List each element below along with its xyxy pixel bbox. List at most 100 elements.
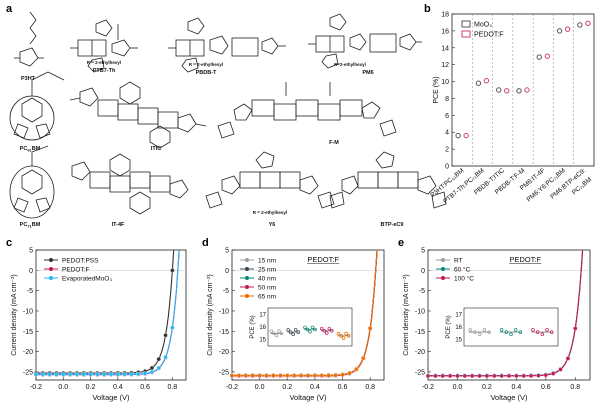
inset-point-e — [499, 328, 504, 332]
ytick-label-d: -10 — [219, 308, 229, 315]
marker-e-2 — [425, 373, 431, 379]
inset-point-e — [477, 332, 482, 337]
marker-d-4 — [250, 373, 255, 378]
marker-c-2 — [170, 325, 175, 330]
legend-label-d: 50 nm — [258, 285, 276, 292]
inset-point-d — [327, 326, 332, 331]
marker-e-2 — [455, 373, 460, 379]
structure-y6 — [205, 151, 335, 209]
xtick-label-d: 0.0 — [255, 384, 265, 391]
inset-ytick-e: 17 — [455, 312, 462, 318]
inset-point-e — [509, 332, 513, 337]
legend-label-b: MoO₃ — [474, 22, 492, 29]
panel-letter-a: a — [6, 3, 13, 15]
marker-d-4 — [312, 373, 318, 378]
ytick-label-d: -25 — [219, 369, 229, 376]
point-b-moo3 — [516, 88, 522, 94]
plot-frame-c — [35, 249, 187, 381]
marker-c-2 — [67, 372, 73, 377]
inset-point-d — [288, 330, 293, 334]
legend-label-c: EvaporatedMoO₃ — [62, 276, 112, 283]
inset-point-d — [277, 329, 281, 333]
ylabel-b: PCE (%) — [433, 76, 440, 103]
label-pbdbt: PBDB-T — [196, 70, 217, 76]
panel-letter-d: d — [202, 237, 209, 249]
sub-pbdbt: R = 2-ethylhexyl — [189, 62, 223, 67]
ytick-label-c: -5 — [27, 288, 33, 295]
marker-e-2 — [514, 373, 519, 379]
ytick-label-b: 12 — [441, 62, 449, 69]
xtick-label-e: 0.8 — [570, 384, 580, 391]
structure-p3ht — [14, 11, 44, 67]
xlabel-c: Voltage (V) — [92, 393, 130, 402]
ytick-label-e: -15 — [415, 329, 425, 336]
legend-marker-e — [441, 276, 445, 280]
marker-c-0 — [163, 333, 168, 338]
inset-ytick-d: 16 — [259, 325, 266, 331]
marker-e-2 — [558, 367, 563, 372]
panel-letter-e: e — [398, 237, 404, 249]
xtick-label-c: 0.2 — [86, 384, 96, 391]
marker-e-2 — [551, 371, 556, 376]
plot-frame-d — [231, 249, 385, 381]
xtick-label-e: -0.2 — [422, 384, 434, 391]
inset-point-d — [325, 331, 329, 335]
marker-c-2 — [136, 371, 141, 377]
ytick-label-e: -10 — [415, 308, 425, 315]
marker-e-2 — [499, 373, 504, 379]
marker-c-0 — [170, 268, 175, 273]
ytick-label-b: 10 — [441, 79, 449, 86]
marker-d-4 — [347, 371, 352, 376]
ytick-label-e: -25 — [415, 369, 425, 376]
inset-point-d — [336, 331, 341, 336]
panel-title-e: PEDOT:F — [509, 255, 541, 264]
inset-point-d — [269, 329, 274, 333]
marker-c-2 — [74, 372, 80, 377]
panel-letter-b: b — [424, 3, 431, 15]
label-pm6: PM6 — [362, 70, 373, 76]
ytick-label-d: 0 — [225, 268, 229, 275]
inset-point-d — [305, 327, 310, 332]
ylabel-e: Current density (mA cm⁻²) — [403, 274, 410, 356]
marker-c-2 — [95, 372, 100, 377]
marker-c-2 — [88, 372, 93, 377]
label-btpec9: BTP-eC9 — [381, 222, 404, 228]
ytick-label-e: 0 — [421, 268, 425, 275]
plot-frame-e — [427, 249, 591, 381]
label-itic: ITIC — [151, 146, 161, 152]
inset-point-d — [346, 334, 351, 338]
label-fm: F-M — [329, 140, 339, 146]
marker-c-2 — [61, 372, 66, 377]
label-p3ht: P3HT — [21, 76, 36, 82]
curve-e-2 — [428, 249, 584, 377]
marker-d-4 — [257, 373, 262, 378]
legend-swatch-b — [461, 20, 471, 28]
inset-point-d — [291, 332, 295, 337]
xtick-label-e: 0.4 — [511, 384, 521, 391]
xtick-label-d: 0.8 — [365, 384, 375, 391]
inset-ylabel-e: PCE (%) — [446, 315, 452, 338]
marker-c-2 — [40, 372, 45, 377]
label-y6: Y6 — [269, 222, 276, 228]
marker-e-2 — [447, 373, 453, 379]
marker-d-4 — [271, 373, 276, 378]
point-b-pedotf — [524, 87, 530, 93]
legend-label-d: 25 nm — [258, 267, 276, 274]
legend-marker-d — [245, 294, 249, 298]
marker-e-2 — [543, 372, 548, 378]
inset-point-d — [296, 330, 300, 334]
marker-c-2 — [142, 371, 148, 376]
xtick-label-d: -0.2 — [226, 384, 238, 391]
marker-e-2 — [470, 373, 475, 379]
legend-label-e: 100 °C — [454, 275, 474, 283]
legend-label-e: RT — [454, 258, 463, 265]
marker-e-2 — [565, 356, 571, 361]
structure-btpec9 — [329, 151, 447, 209]
structure-pbdbt — [168, 17, 286, 73]
inset-ytick-e: 15 — [455, 338, 462, 344]
marker-d-4 — [305, 373, 311, 378]
inset-point-e — [518, 330, 523, 334]
marker-d-4 — [298, 373, 304, 378]
legend-label-c: PEDOT:F — [62, 267, 89, 274]
